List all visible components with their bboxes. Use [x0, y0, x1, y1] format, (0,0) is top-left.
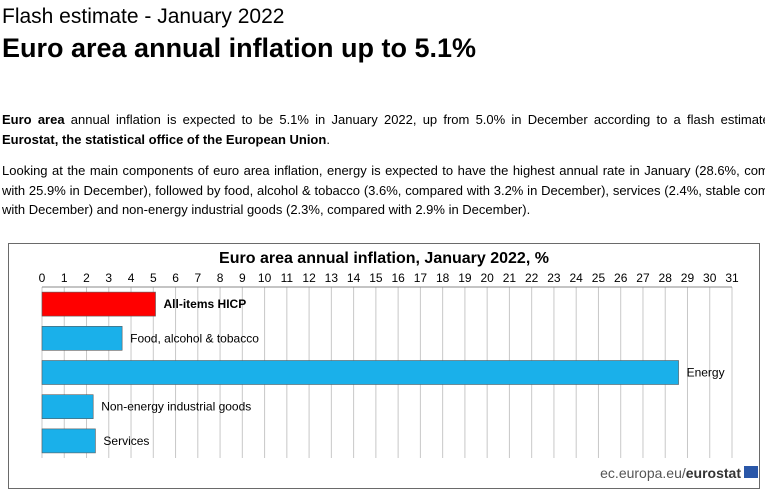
- x-tick-label: 23: [547, 271, 561, 285]
- eu-flag-icon: [744, 466, 758, 478]
- x-tick-label: 16: [391, 271, 405, 285]
- x-tick-label: 19: [458, 271, 472, 285]
- x-tick-label: 8: [217, 271, 224, 285]
- x-tick-label: 3: [105, 271, 112, 285]
- x-tick-label: 26: [614, 271, 628, 285]
- bar: [41, 326, 123, 351]
- x-tick-label: 25: [592, 271, 606, 285]
- x-tick-label: 17: [414, 271, 428, 285]
- x-tick-label: 18: [436, 271, 450, 285]
- intro-text: annual inflation is expected to be 5.1% …: [64, 112, 765, 127]
- x-tick-label: 1: [61, 271, 68, 285]
- chart-canvas: Euro area annual inflation, January 2022…: [39, 250, 739, 458]
- x-tick-label: 15: [369, 271, 383, 285]
- x-tick-label: 13: [325, 271, 339, 285]
- source-credit: ec.europa.eu/eurostat: [600, 465, 741, 481]
- x-tick-label: 31: [725, 271, 739, 285]
- bar-category-label: All-items HICP: [164, 297, 247, 311]
- x-tick-label: 6: [172, 271, 179, 285]
- intro-source: Eurostat, the statistical office of the …: [2, 131, 327, 147]
- bar: [41, 394, 94, 419]
- intro-paragraph-1: Euro area annual inflation is expected t…: [2, 110, 765, 149]
- intro-bold-lead: Euro area: [2, 112, 65, 127]
- x-tick-label: 12: [302, 271, 316, 285]
- x-tick-label: 20: [480, 271, 494, 285]
- x-tick-label: 22: [525, 271, 539, 285]
- x-tick-label: 24: [570, 271, 584, 285]
- x-tick-label: 2: [83, 271, 90, 285]
- bar: [41, 360, 679, 385]
- x-tick-label: 5: [150, 271, 157, 285]
- x-tick-label: 7: [194, 271, 201, 285]
- bar-category-label: Services: [103, 434, 149, 448]
- x-tick-label: 14: [347, 271, 361, 285]
- x-tick-label: 4: [128, 271, 135, 285]
- x-tick-label: 11: [281, 271, 294, 285]
- chart-title: Euro area annual inflation, January 2022…: [219, 250, 549, 267]
- intro-end: .: [326, 131, 330, 147]
- bar-category-label: Non-energy industrial goods: [101, 400, 251, 414]
- x-tick-label: 0: [39, 271, 46, 285]
- x-tick-label: 28: [659, 271, 673, 285]
- x-tick-label: 9: [239, 271, 246, 285]
- page-title: Euro area annual inflation up to 5.1%: [2, 33, 477, 63]
- kicker-subtitle: Flash estimate - January 2022: [2, 5, 285, 28]
- bar-category-label: Food, alcohol & tobacco: [130, 331, 259, 345]
- inflation-chart: Euro area annual inflation, January 2022…: [8, 243, 760, 489]
- source-brand: eurostat: [685, 465, 741, 481]
- x-tick-label: 29: [681, 271, 695, 285]
- x-tick-label: 27: [636, 271, 650, 285]
- bar: [41, 291, 156, 317]
- source-prefix: ec.europa.eu/: [600, 465, 686, 481]
- intro-paragraph-2: Looking at the main components of euro a…: [2, 163, 765, 217]
- bar-category-label: Energy: [687, 366, 725, 380]
- x-tick-label: 21: [503, 271, 517, 285]
- x-tick-label: 10: [258, 271, 272, 285]
- bar: [41, 428, 96, 454]
- x-tick-label: 30: [703, 271, 717, 285]
